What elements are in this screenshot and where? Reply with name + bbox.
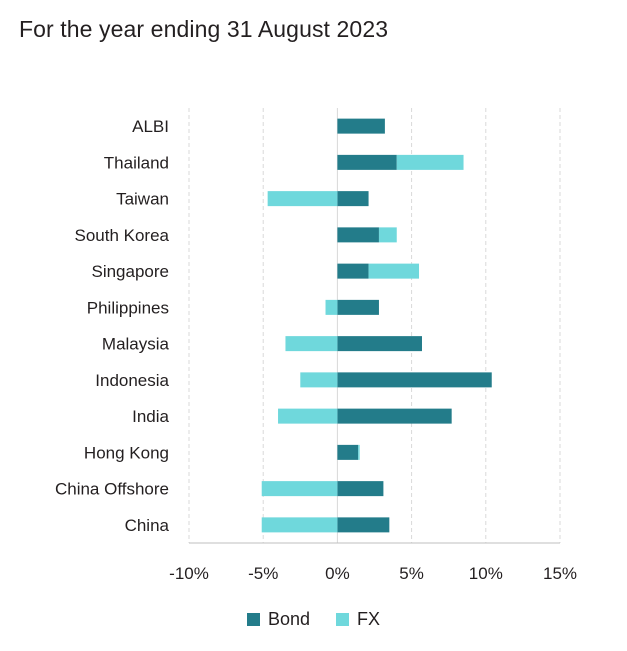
bar-fx: [368, 263, 420, 279]
bar-fx: [267, 191, 338, 207]
bar-fx: [261, 481, 338, 497]
bar-bond: [337, 227, 379, 243]
bar-bond: [337, 372, 492, 388]
bar-bond: [337, 336, 422, 352]
category-label: Singapore: [91, 262, 169, 281]
bar-bond: [337, 263, 369, 279]
category-label: India: [132, 407, 169, 426]
bar-bond: [337, 191, 369, 207]
category-label: China Offshore: [55, 480, 169, 499]
x-tick-label: 15%: [543, 564, 577, 583]
bars: [261, 118, 492, 533]
x-tick-label: 0%: [325, 564, 350, 583]
legend-label-bond: Bond: [267, 609, 311, 629]
legend-swatch-fx: [336, 613, 350, 626]
bar-bond: [337, 444, 359, 460]
category-label: China: [125, 516, 170, 535]
x-axis-ticks: -10% -5% 0% 5% 10% 15%: [169, 564, 577, 583]
bar-bond: [337, 408, 452, 424]
grid-lines: [188, 108, 561, 544]
category-label: Taiwan: [116, 190, 169, 209]
category-label: Hong Kong: [84, 443, 169, 462]
bar-fx: [325, 299, 338, 315]
legend-item-bond: Bond: [246, 609, 311, 630]
bar-bond: [337, 481, 384, 497]
bar-fx: [278, 408, 338, 424]
bar-bond: [337, 154, 397, 170]
bar-fx: [396, 154, 464, 170]
stacked-bar-chart: ALBI Thailand Taiwan South Korea Singapore Ph…: [55, 108, 577, 583]
chart-title: For the year ending 31 August 2023: [19, 16, 389, 42]
category-label: Malaysia: [102, 335, 170, 354]
bar-fx: [358, 444, 360, 460]
x-tick-label: -10%: [169, 564, 209, 583]
legend-label-fx: FX: [357, 609, 381, 629]
bar-fx: [300, 372, 338, 388]
legend-swatch-bond: [246, 613, 260, 626]
x-tick-label: 5%: [399, 564, 424, 583]
category-label: Thailand: [104, 153, 169, 172]
category-labels: ALBI Thailand Taiwan South Korea Singapore Ph…: [55, 117, 170, 535]
category-label: Indonesia: [95, 371, 169, 390]
bar-bond: [337, 299, 379, 315]
x-tick-label: -5%: [248, 564, 278, 583]
category-label: South Korea: [74, 226, 169, 245]
bar-fx: [378, 227, 397, 243]
legend: Bond FX: [0, 609, 627, 630]
bar-fx: [285, 336, 338, 352]
bar-bond: [337, 118, 385, 134]
category-label: Philippines: [87, 298, 169, 317]
legend-item-fx: FX: [336, 609, 380, 630]
category-label: ALBI: [132, 117, 169, 136]
bar-fx: [261, 517, 338, 533]
x-tick-label: 10%: [469, 564, 503, 583]
bar-bond: [337, 517, 390, 533]
